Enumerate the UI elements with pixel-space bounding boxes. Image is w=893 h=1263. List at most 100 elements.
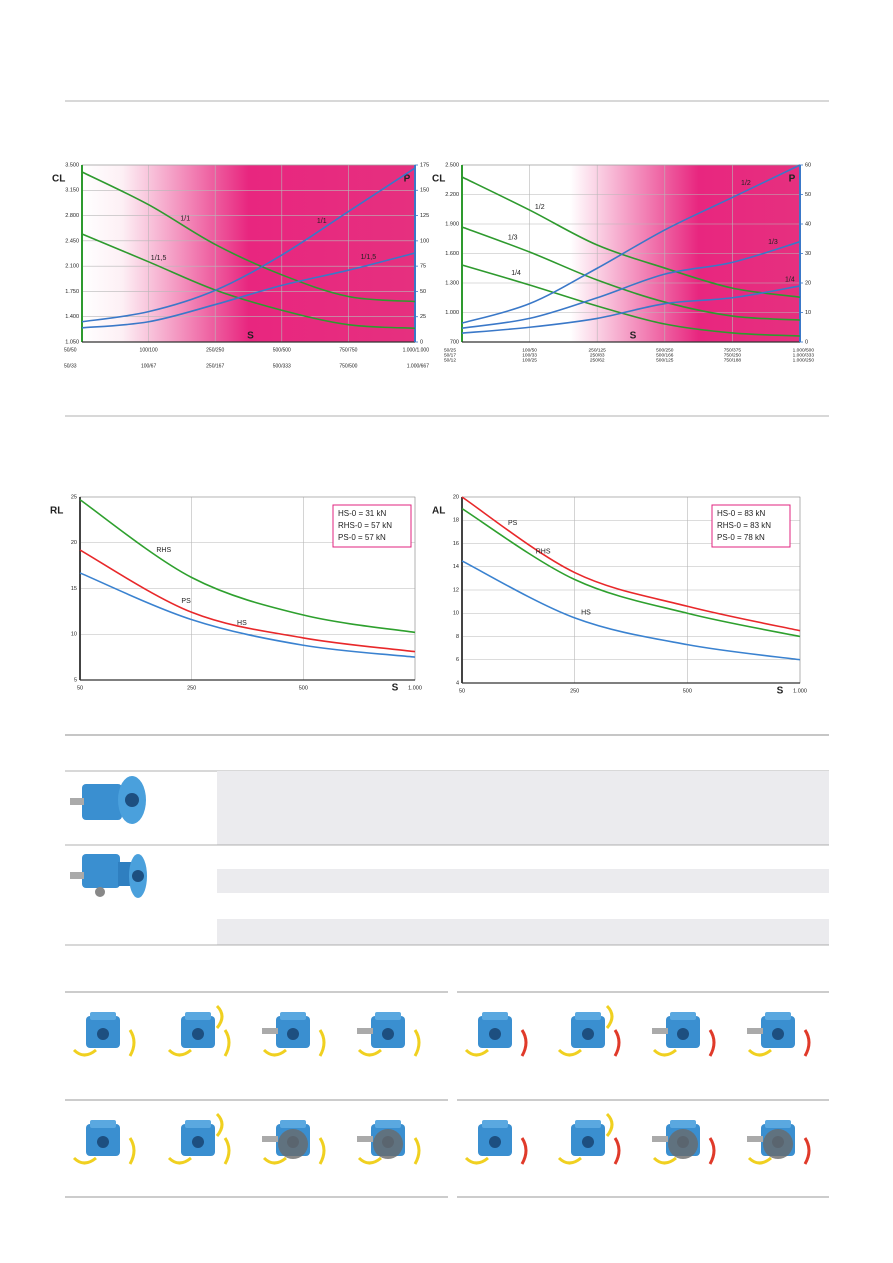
x-tick-label: 250: [187, 685, 196, 691]
series-label: 1/2: [535, 204, 545, 211]
mounting-icon: [557, 1112, 621, 1165]
y2-tick-label: 0: [420, 339, 423, 345]
series-line: [461, 560, 801, 661]
rotation-arrow: [557, 1048, 582, 1057]
series-label: 1/2: [741, 180, 751, 187]
gearbox-top: [765, 1012, 791, 1020]
rotation-arrow: [262, 1048, 287, 1057]
x-tick-label: 50/33: [64, 363, 77, 369]
rotation-arrow: [215, 1004, 224, 1029]
x-tick-label: 750/375: [724, 347, 742, 353]
mounting-icon: [72, 1120, 136, 1165]
y2-tick-label: 25: [420, 314, 426, 320]
y-tick-label: 10: [71, 632, 77, 638]
gearbox-flange: [668, 1129, 698, 1159]
x-tick-label: 1.000/667: [407, 363, 429, 369]
y2-tick-label: 20: [805, 280, 811, 286]
gearbox-top: [280, 1012, 306, 1020]
y-tick-label: 8: [456, 634, 459, 640]
series-label: 1/1,5: [361, 254, 377, 261]
gearbox-shaft: [652, 1028, 668, 1034]
rotation-arrow: [803, 1137, 811, 1165]
y2-axis-label: P: [404, 174, 411, 185]
rotation-arrow: [803, 1029, 811, 1057]
series-label: 1/3: [508, 235, 518, 242]
gearbox-shaft: [747, 1028, 763, 1034]
x-tick-label: 100/33: [522, 352, 537, 358]
y-tick-label: 1.750: [65, 289, 79, 295]
rotation-arrow: [557, 1156, 582, 1165]
series-line: [461, 226, 801, 321]
x-tick-label: 250/167: [206, 363, 224, 369]
mounting-icon: [464, 1012, 528, 1057]
mounting-icon: [262, 1120, 326, 1165]
gearbox-flange: [278, 1129, 308, 1159]
annotation: PS-0 = 57 kN: [338, 533, 386, 542]
series-label: 1/1: [180, 215, 190, 222]
gearbox-bore: [489, 1028, 501, 1040]
series-line: [81, 252, 416, 329]
table-cell: [217, 869, 829, 893]
y2-tick-label: 10: [805, 310, 811, 316]
gearbox-bore: [382, 1028, 394, 1040]
rotation-arrow: [223, 1029, 231, 1057]
y-axis-label: CL: [432, 174, 445, 185]
mounting-icon: [357, 1012, 421, 1057]
y-tick-label: 18: [453, 518, 459, 524]
x-tick-label: 750/250: [724, 352, 742, 358]
x-tick-label: 100/50: [522, 347, 537, 353]
x-tick-label: 500/125: [656, 357, 674, 363]
mounting-icon: [557, 1004, 621, 1057]
x-tick-label: 500: [683, 688, 692, 694]
rotation-arrow: [413, 1029, 421, 1057]
y-tick-label: 3.150: [65, 188, 79, 194]
gearbox-top: [90, 1012, 116, 1020]
series-line: [81, 171, 416, 303]
series-label: PS: [181, 598, 191, 605]
y-tick-label: 6: [456, 657, 459, 663]
y-tick-label: 1.050: [65, 339, 79, 345]
series-label: 1/4: [785, 277, 795, 284]
mounting-icon: [262, 1012, 326, 1057]
mounting-icon: [357, 1120, 421, 1165]
gearbox-bore: [677, 1028, 689, 1040]
y-axis-label: RL: [50, 506, 63, 517]
y-tick-label: 15: [71, 586, 77, 592]
x-tick-label: 750/500: [339, 363, 357, 369]
x-tick-label: 500/333: [273, 363, 291, 369]
x-tick-label: 250/62: [590, 357, 605, 363]
y2-tick-label: 60: [805, 162, 811, 168]
x-tick-label: 1.000/250: [793, 357, 815, 363]
x-tick-label: 50: [459, 688, 465, 694]
series-line: [461, 176, 801, 298]
rotation-arrow: [72, 1156, 97, 1165]
gearbox-top: [90, 1120, 116, 1128]
x-tick-label: 100/67: [141, 363, 157, 369]
y-tick-label: 2.800: [65, 213, 79, 219]
rotation-arrow: [520, 1137, 528, 1165]
x-tick-label: 250: [570, 688, 579, 694]
annotation: PS-0 = 78 kN: [717, 533, 765, 542]
y2-tick-label: 0: [805, 339, 808, 345]
rotation-arrow: [613, 1137, 621, 1165]
annotation: RHS-0 = 83 kN: [717, 521, 771, 530]
rotation-arrow: [708, 1137, 716, 1165]
y-tick-label: 25: [71, 494, 77, 500]
gearbox-bore: [582, 1136, 594, 1148]
x-tick-label: 250/83: [590, 352, 605, 358]
rotation-arrow: [223, 1137, 231, 1165]
rotation-arrow: [747, 1156, 772, 1165]
x-tick-label: 1.000: [408, 685, 422, 691]
gearbox-top: [765, 1120, 791, 1128]
y-tick-label: 2.200: [445, 192, 459, 198]
x-tick-label: 500/250: [656, 347, 674, 353]
y2-tick-label: 175: [420, 162, 429, 168]
x-tick-label: 500/166: [656, 352, 674, 358]
gearbox-shaft: [357, 1028, 373, 1034]
y2-tick-label: 75: [420, 264, 426, 270]
product-image: [70, 776, 146, 824]
x-tick-label: 500: [299, 685, 308, 691]
